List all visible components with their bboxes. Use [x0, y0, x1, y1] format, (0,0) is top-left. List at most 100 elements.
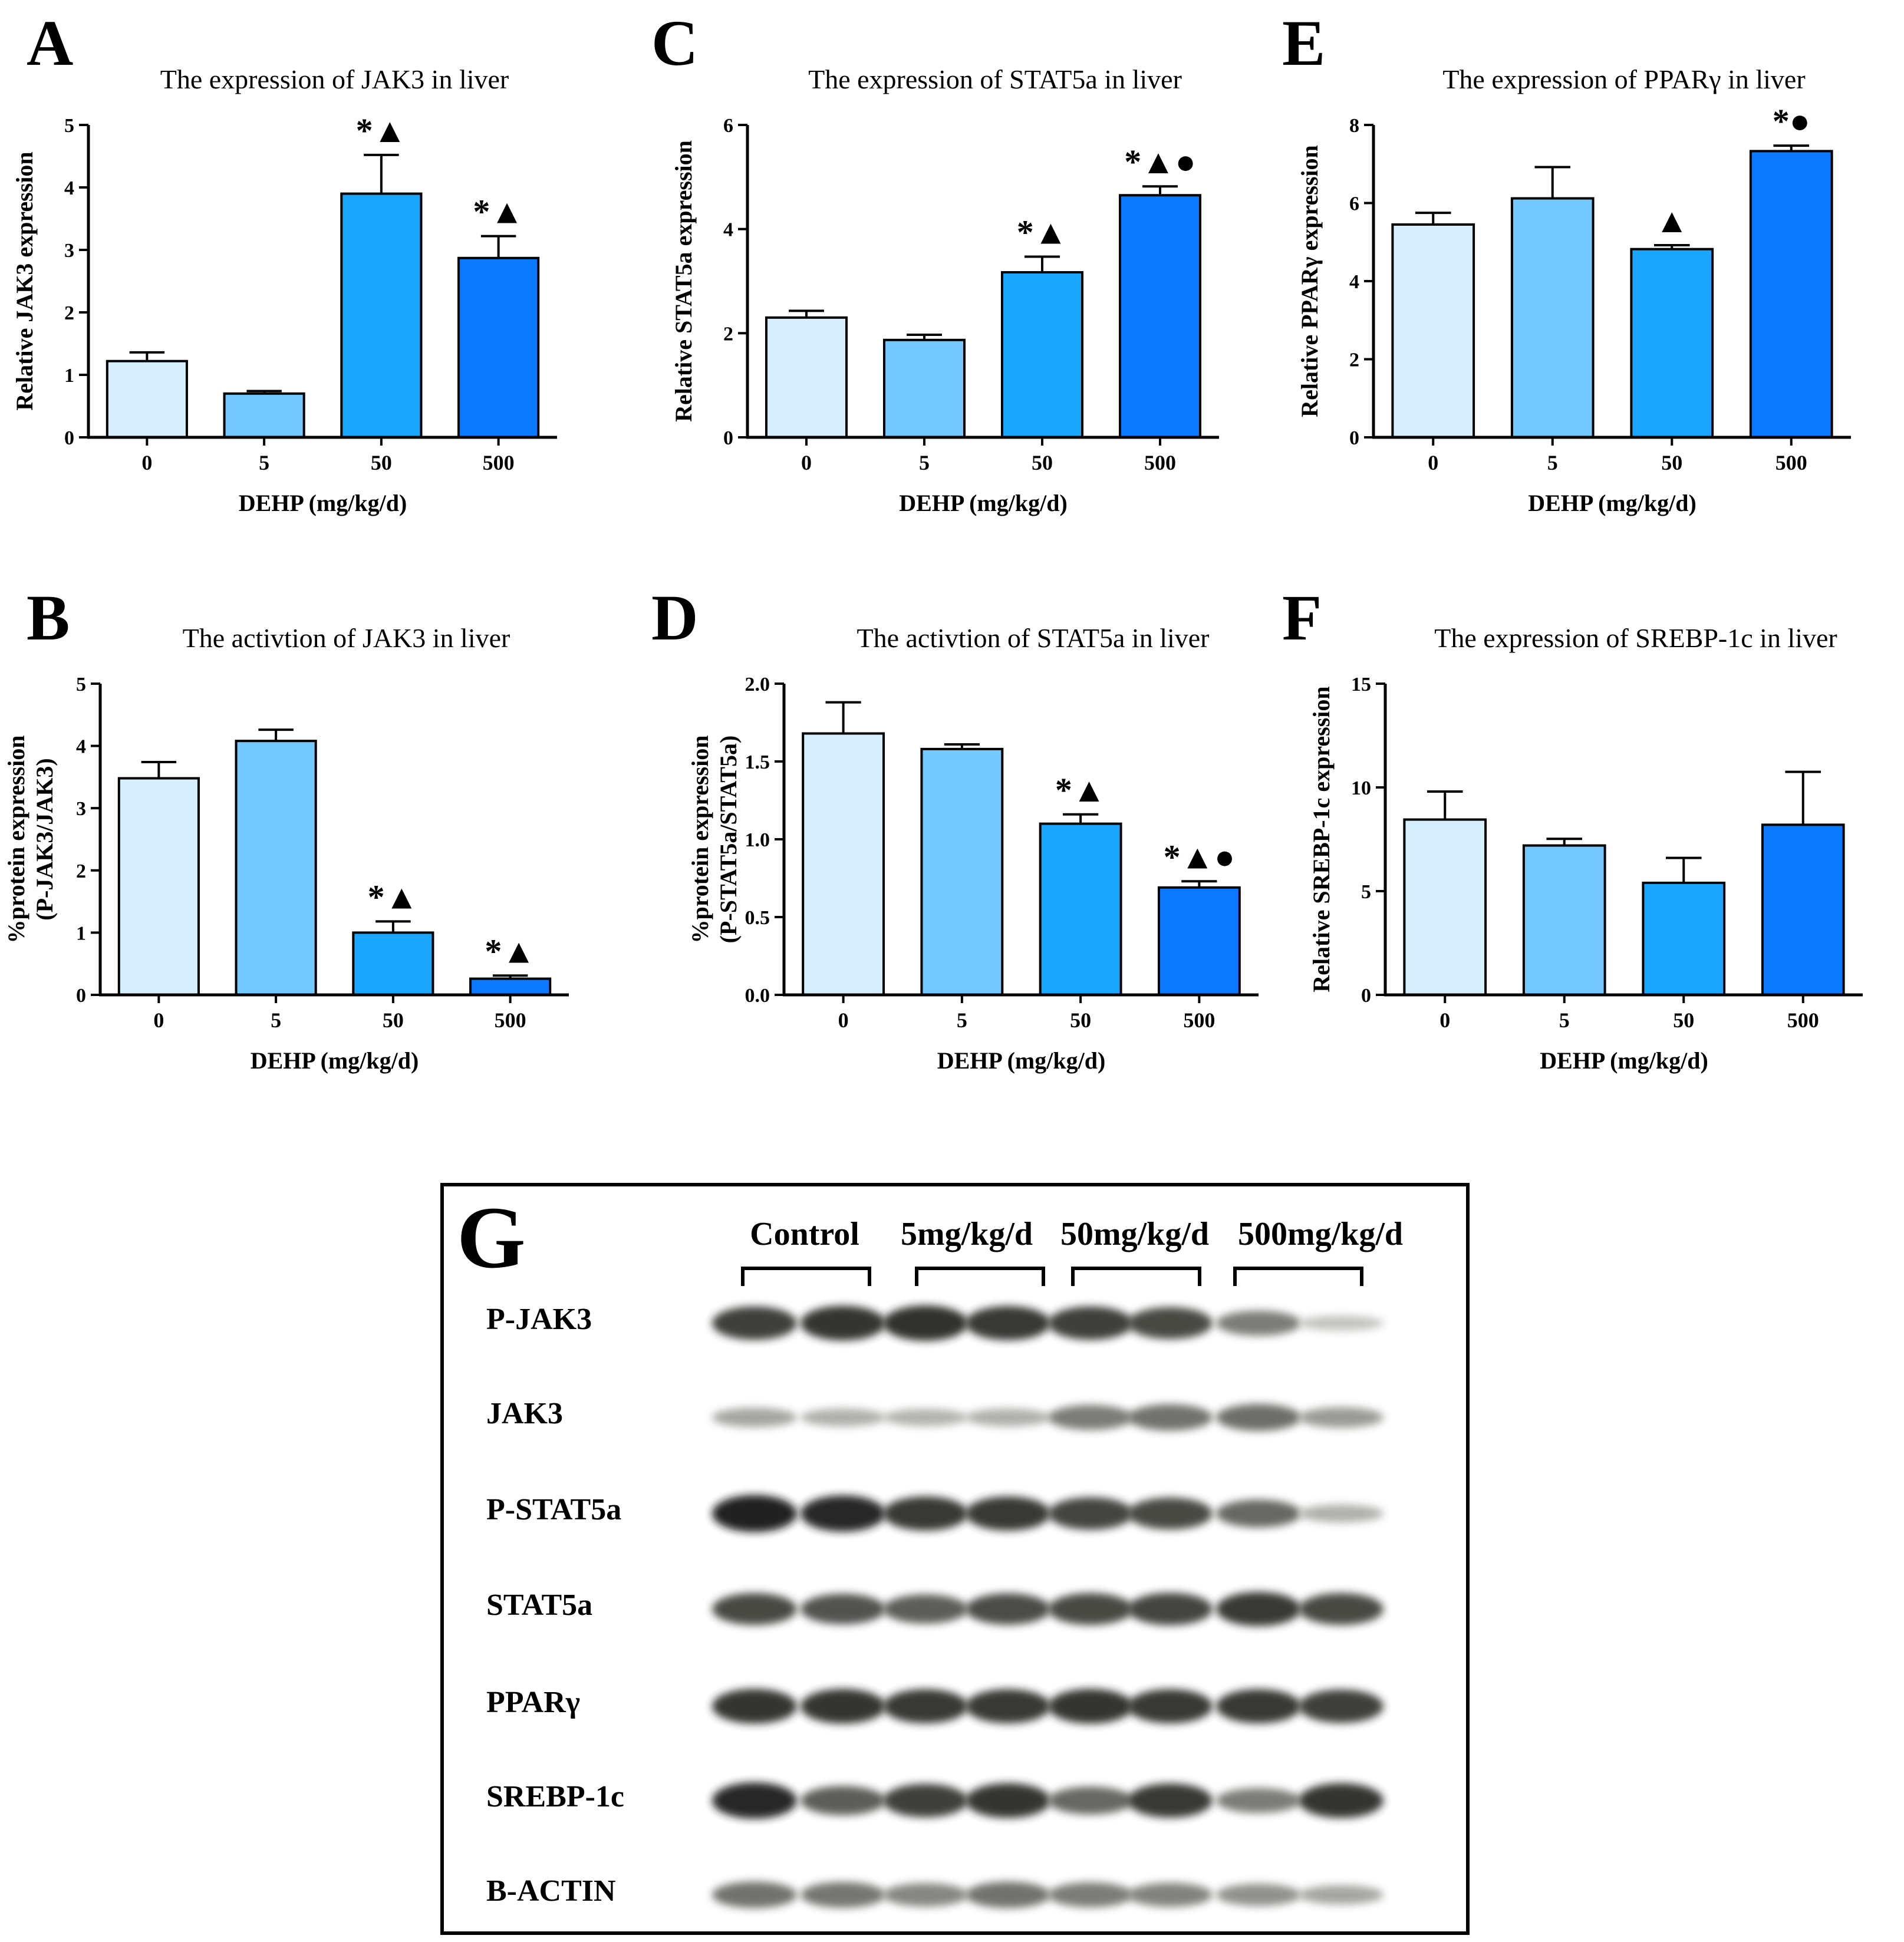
y-tick-label: 0 — [76, 985, 86, 1007]
y-tick-label: 0.0 — [745, 985, 770, 1007]
bar-500 — [1749, 150, 1833, 438]
blot-band — [801, 1495, 885, 1532]
blot-group-label: Control — [750, 1216, 859, 1252]
y-tick-label: 1 — [64, 365, 74, 387]
blot-band — [712, 1881, 797, 1908]
blot-band — [1216, 1499, 1301, 1528]
bar-50 — [340, 192, 423, 438]
blot-band — [883, 1409, 968, 1426]
chart-title: The activtion of JAK3 in liver — [183, 623, 510, 653]
bar-500 — [1119, 194, 1201, 438]
blot-band — [883, 1689, 968, 1724]
x-tick-label: 5 — [957, 1008, 967, 1032]
y-tick-label: 10 — [1351, 777, 1371, 799]
y-tick-label: 5 — [1361, 881, 1371, 903]
x-tick-label: 0 — [1439, 1008, 1450, 1032]
panel-label-a: A — [27, 7, 73, 79]
blot-band — [712, 1495, 797, 1532]
bar-0 — [117, 777, 200, 996]
blot-band — [1048, 1404, 1133, 1430]
y-tick-label: 0 — [723, 427, 733, 449]
significance-marker: *▲ — [1017, 213, 1068, 251]
y-tick-label: 0 — [1349, 427, 1359, 449]
x-axis-label: DEHP (mg/kg/d) — [251, 1047, 419, 1074]
bar-5 — [1522, 844, 1606, 997]
panel-label-g: G — [457, 1189, 526, 1287]
x-tick-label: 50 — [383, 1008, 404, 1032]
y-tick-label: 1.5 — [745, 751, 770, 773]
blot-band — [1299, 1504, 1383, 1523]
y-tick-label: 15 — [1351, 674, 1371, 695]
blot-band — [712, 1689, 797, 1724]
significance-marker: *▲ — [356, 111, 407, 150]
y-tick-label: 2.0 — [745, 674, 770, 695]
y-axis-label: (P-JAK3/JAK3) — [31, 758, 58, 921]
blot-band — [966, 1496, 1050, 1531]
blot-band — [966, 1881, 1050, 1908]
blot-band — [883, 1594, 968, 1624]
blot-band — [1048, 1497, 1133, 1530]
y-tick-label: 2 — [723, 323, 733, 345]
x-axis-label: DEHP (mg/kg/d) — [1540, 1047, 1708, 1074]
x-axis-label: DEHP (mg/kg/d) — [937, 1047, 1106, 1074]
bar-500 — [1157, 886, 1241, 996]
bar-50 — [1039, 822, 1122, 996]
bar-0 — [1391, 223, 1475, 438]
bar-0 — [765, 316, 848, 438]
blot-group-label: 500mg/kg/d — [1238, 1216, 1403, 1252]
blot-row-label: SREBP-1c — [486, 1780, 624, 1814]
x-tick-label: 500 — [1144, 451, 1176, 474]
x-tick-label: 0 — [153, 1008, 164, 1032]
significance-marker: ▲ — [1655, 202, 1689, 240]
blot-band — [1048, 1786, 1133, 1815]
significance-marker: *▲ — [1055, 771, 1106, 809]
blot-band — [712, 1592, 797, 1626]
y-axis-label: (P-STAT5a/STAT5a) — [715, 736, 742, 944]
bar-500 — [1761, 823, 1845, 996]
blot-band — [1216, 1689, 1301, 1724]
chart-panel-d: D The activtion of STAT5a in liver 0 5 *▲ 50 *… — [651, 582, 1259, 1074]
bar-0 — [106, 360, 188, 438]
bar-5 — [1510, 197, 1595, 438]
y-tick-label: 4 — [1349, 271, 1359, 293]
x-tick-label: 5 — [271, 1008, 281, 1032]
blot-band — [1048, 1306, 1133, 1340]
blot-band — [966, 1689, 1050, 1724]
bar-500 — [457, 256, 540, 438]
x-tick-label: 500 — [495, 1008, 526, 1032]
significance-marker: *▲ — [473, 193, 523, 231]
x-tick-label: 5 — [919, 451, 930, 474]
blot-band — [1128, 1783, 1213, 1818]
blot-band — [883, 1496, 968, 1531]
x-tick-label: 50 — [1673, 1008, 1694, 1032]
y-tick-label: 4 — [64, 177, 74, 199]
bar-0 — [802, 732, 885, 996]
blot-band — [712, 1782, 797, 1819]
blot-band — [801, 1305, 885, 1341]
blot-band — [966, 1783, 1050, 1818]
blot-band — [883, 1783, 968, 1818]
blot-band — [1299, 1885, 1383, 1905]
blot-band — [966, 1408, 1050, 1427]
chart-title: The expression of PPARγ in liver — [1442, 64, 1805, 94]
panel-label-b: B — [27, 582, 70, 654]
blot-group-bracket — [741, 1267, 871, 1286]
panel-label-d: D — [651, 582, 698, 654]
x-tick-label: 50 — [1070, 1008, 1091, 1032]
blot-band — [1048, 1592, 1133, 1626]
bar-5 — [920, 747, 1004, 996]
blot-band — [1128, 1307, 1213, 1340]
blot-band — [1048, 1689, 1133, 1724]
y-tick-label: 2 — [76, 860, 86, 882]
blot-row-label: P-JAK3 — [486, 1303, 592, 1336]
blot-band — [1128, 1404, 1213, 1431]
blot-band — [1216, 1404, 1301, 1431]
significance-marker: *▲ — [368, 878, 419, 916]
western-blot-panel: G Control 5mg/kg/d 50mg/kg/d 500mg/kg/d P-J… — [440, 1183, 1470, 1935]
blot-group-bracket — [915, 1267, 1045, 1286]
y-tick-label: 4 — [723, 219, 733, 241]
chart-panel-c: C The expression of STAT5a in liver 0 5 *▲ 50… — [651, 7, 1219, 516]
bar-50 — [1642, 881, 1726, 997]
